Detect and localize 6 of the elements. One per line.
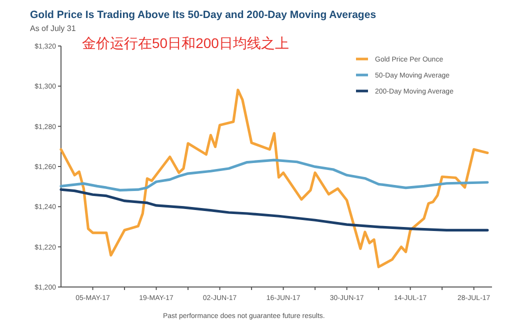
chart-title: Gold Price Is Trading Above Its 50-Day and 200-Day Moving Averages [30, 9, 376, 21]
annotation: 金价运行在50日和200日均线之上 [82, 35, 289, 51]
line-series [60, 188, 489, 232]
chart-subtitle: As of July 31 [30, 24, 76, 33]
line-series [60, 88, 489, 268]
line-series [60, 158, 489, 192]
